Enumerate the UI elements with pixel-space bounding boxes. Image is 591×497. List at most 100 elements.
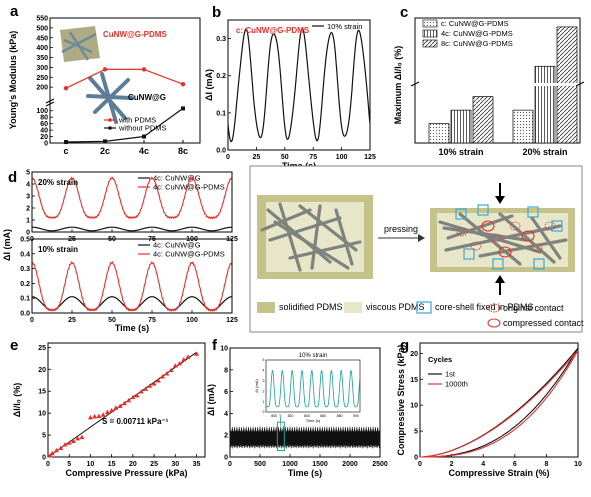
annotation: c: CuNW@G-PDMS [236,26,310,35]
core-shell-marker [455,208,467,220]
nanowire [334,208,354,266]
inset-y-label: ΔI (mA) [254,379,259,393]
data-point [130,394,136,400]
y-tick-label: 10 [38,411,46,418]
y-tick-label: 0.0 [20,311,30,318]
inset-x-tick-label: 900 [353,414,359,418]
original-contact-marker [544,221,556,231]
y-axis-label: ΔI (mA) [2,229,12,261]
y-tick-label: 80 [40,115,48,122]
x-tick-label: c [63,146,68,156]
y-tick-label: 15 [410,377,418,384]
data-point [180,82,186,87]
x-tick-label: 50 [281,154,289,161]
x-axis-label: Time (s) [115,323,149,333]
y-axis-label: ΔI/I₀ (%) [12,383,22,418]
data-point [62,442,68,447]
data-point [96,413,102,419]
y-tick-label: 4 [224,411,228,418]
legend-swatch [422,29,438,38]
nanowire [260,208,312,232]
data-point [185,354,191,359]
x-axis-label: Compressive Strain (%) [448,468,549,478]
x-tick-label: 35 [193,461,201,468]
legend-label: viscous PDMS [366,302,425,312]
legend-label: 4c: CuNW@G [153,241,201,250]
series-line [31,226,232,232]
x-tick-label: 0 [30,317,34,324]
series-line [65,107,184,143]
x-tick-label: 100 [336,154,348,161]
data-point [172,363,178,368]
y-tick-label: 8 [224,367,228,374]
y-tick-label: 0.5 [20,237,30,244]
nanowire [498,212,556,264]
annotation: S = 0.00711 kPa⁻¹ [102,417,169,426]
core-shell-marker [463,248,475,260]
legend-label: core-shell fixed in PDMS [435,302,534,312]
y-tick-label: 450 [36,35,48,42]
data-point [102,67,108,72]
y-tick-label: 0.0 [216,148,226,155]
plot-frame [414,17,581,144]
panel-label-e: e [10,337,18,354]
x-tick-label: 10 [574,461,582,468]
y-tick-label: 3 [26,194,30,201]
unloading-curve [420,350,579,458]
x-tick-label: 2c [100,146,110,156]
y-tick-label: 400 [36,45,48,52]
x-tick-label: 25 [68,317,76,324]
x-axis-label: Compressive Pressure (kPa) [65,468,187,478]
unloading-curve [420,347,579,458]
panel-b: b 0 25 50 75 100 125 0.0 0.1 0.2 0.3 c: CuNW@G-PDMS… [204,4,376,171]
data-point [75,435,81,441]
nanowire-illustration [61,32,97,54]
y-tick-label: 300 [36,65,48,72]
original-contact-marker [470,241,482,251]
data-point [103,139,107,144]
annotation-composite: CuNW@G-PDMS [103,30,167,39]
x-tick-label: 30 [171,461,179,468]
x-tick-label: 25 [253,154,261,161]
nanowire [458,212,522,266]
x-tick-label: 5 [67,461,71,468]
legend-label: 4c: CuNW@G [153,174,201,183]
y-tick-label: 0.3 [20,266,30,273]
data-point [70,438,76,444]
x-tick-label: 100 [186,317,198,324]
original-contact-marker [456,227,468,237]
legend-label: with PDMS [118,116,156,125]
x-tick-label: 8 [544,461,548,468]
data-point [117,403,123,408]
inset-series-line [265,370,361,408]
y-tick-label: 0 [414,455,418,462]
legend-label: original contact [503,303,564,313]
compressed-contact-marker [521,230,535,242]
plot-frame [229,347,381,458]
inset-y-tick-label: 4 [263,369,265,373]
y-tick-label: 20 [410,351,418,358]
legend-swatch [422,19,438,28]
y-axis-label: ΔI (mA) [204,69,214,101]
data-point [63,85,69,91]
y-tick-label: 60 [40,121,48,128]
x-tick-label: 50 [108,317,116,324]
original-contact-marker [531,243,543,253]
data-point [109,407,115,413]
x-tick-label: 0 [46,461,50,468]
legend-label: 8c: CuNW@G-PDMS [441,39,513,48]
y-tick-label: 0.2 [216,73,226,80]
x-tick-label: 4 [481,461,485,468]
legend-label: 1000th [445,380,468,389]
x-tick-label: 25 [150,461,158,468]
fit-line [47,351,197,458]
plot-frame [47,342,206,458]
nanowire [478,238,568,258]
plot-frame [31,171,233,233]
legend-label: 1st [445,370,456,379]
x-tick-label: 20% strain [522,147,567,157]
plot-frame [49,17,201,144]
